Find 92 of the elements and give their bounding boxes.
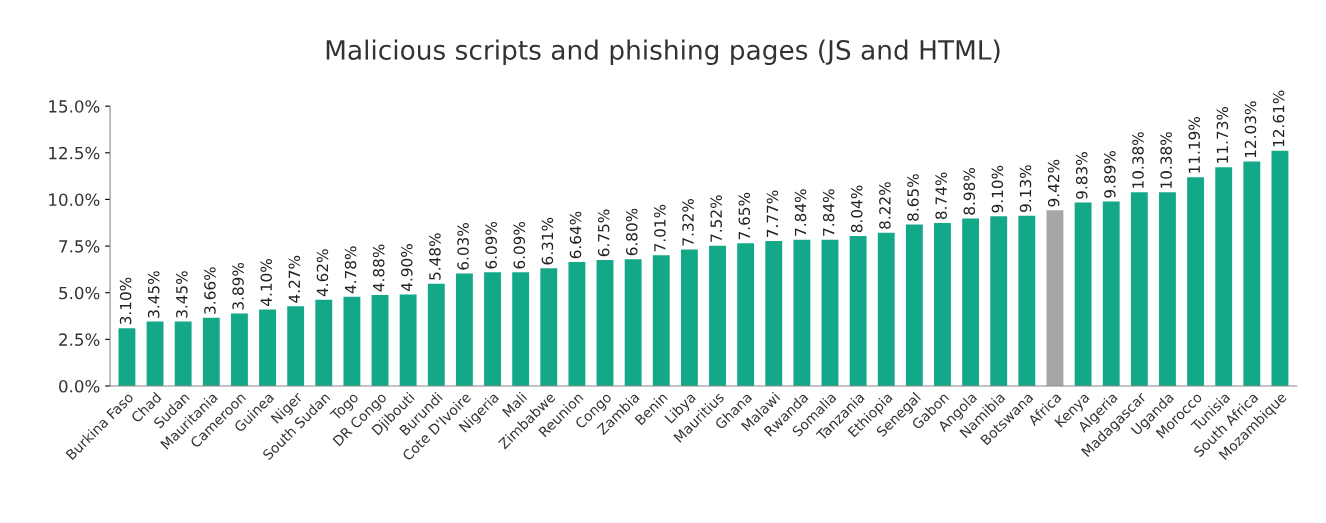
bar xyxy=(709,245,726,386)
data-label: 7.84% xyxy=(822,189,835,236)
bar xyxy=(990,216,1008,386)
bar xyxy=(905,224,923,386)
bar xyxy=(371,294,389,386)
y-tick-label: 2.5% xyxy=(59,333,100,346)
data-label: 12.03% xyxy=(1244,101,1257,158)
bar xyxy=(343,296,361,386)
data-label: 3.66% xyxy=(204,267,216,314)
data-label: 6.31% xyxy=(541,217,554,265)
data-label: 7.32% xyxy=(682,198,694,246)
data-label: 6.80% xyxy=(626,208,638,256)
bar xyxy=(624,259,642,386)
data-label: 10.38% xyxy=(1160,132,1172,188)
data-label: 4.27% xyxy=(288,255,301,303)
bar xyxy=(962,218,980,386)
data-label: 8.65% xyxy=(907,174,919,221)
bar xyxy=(1215,167,1233,386)
bar xyxy=(596,260,614,386)
data-label: 6.75% xyxy=(597,209,610,257)
data-label: 3.45% xyxy=(147,271,160,318)
bar xyxy=(1018,215,1036,386)
data-label: 6.09% xyxy=(513,221,526,269)
data-label: 9.89% xyxy=(1104,151,1116,198)
bar xyxy=(1159,192,1176,386)
bar xyxy=(174,321,192,386)
data-label: 6.03% xyxy=(457,223,469,270)
data-label: 8.22% xyxy=(879,182,891,229)
bar xyxy=(455,273,473,386)
data-label: 7.84% xyxy=(794,189,807,236)
data-label: 5.48% xyxy=(429,233,441,280)
data-label: 7.01% xyxy=(654,204,666,252)
data-label: 11.19% xyxy=(1188,117,1201,173)
bar xyxy=(118,328,136,386)
bar xyxy=(146,321,164,386)
bar xyxy=(1074,202,1092,386)
bar xyxy=(680,249,698,386)
y-tick-label: 10.0% xyxy=(49,193,100,207)
bar xyxy=(934,222,951,386)
bar xyxy=(737,243,755,386)
data-label: 4.62% xyxy=(316,249,329,297)
data-label: 7.52% xyxy=(710,195,722,242)
y-tick-label: 15.0% xyxy=(49,100,100,113)
data-label: 9.10% xyxy=(991,165,1004,213)
bar xyxy=(287,306,305,386)
bar xyxy=(765,241,783,386)
bar xyxy=(568,262,586,386)
data-label: 8.74% xyxy=(935,172,947,220)
data-label: 9.13% xyxy=(1019,165,1032,212)
data-label: 8.98% xyxy=(963,167,976,215)
bar xyxy=(1130,192,1148,386)
bar xyxy=(512,272,530,386)
data-label: 4.78% xyxy=(344,246,357,294)
bar xyxy=(652,255,670,386)
data-label: 4.88% xyxy=(372,244,385,292)
bar xyxy=(484,272,501,386)
bar xyxy=(1046,210,1064,386)
bar xyxy=(1243,161,1261,386)
y-tick-label: 7.5% xyxy=(59,240,100,253)
data-label: 12.61% xyxy=(1272,90,1285,147)
bar xyxy=(540,268,558,386)
data-label: 4.90% xyxy=(401,244,413,292)
bar xyxy=(793,239,811,386)
bar xyxy=(427,283,445,386)
data-label: 4.10% xyxy=(260,259,272,306)
bar xyxy=(821,239,839,386)
y-tick-label: 5.0% xyxy=(59,286,100,300)
y-tick-label: 0.0% xyxy=(59,379,100,393)
data-label: 10.38% xyxy=(1132,132,1144,188)
bar xyxy=(259,309,276,386)
data-label: 3.89% xyxy=(232,262,244,310)
data-label: 8.04% xyxy=(850,185,863,233)
data-label: 9.83% xyxy=(1075,152,1088,199)
data-label: 7.65% xyxy=(738,192,751,240)
data-label: 3.10% xyxy=(119,277,132,325)
y-tick-label: 12.5% xyxy=(49,146,100,160)
bar xyxy=(230,313,248,386)
bar xyxy=(877,232,895,386)
bar xyxy=(399,294,417,386)
bar xyxy=(202,317,220,386)
bar xyxy=(315,299,333,386)
bar xyxy=(849,236,867,386)
data-label: 11.73% xyxy=(1216,106,1229,163)
bar xyxy=(1271,150,1289,386)
data-label: 6.09% xyxy=(485,221,497,269)
bar xyxy=(1102,201,1120,386)
data-label: 3.45% xyxy=(176,271,188,318)
bar xyxy=(1187,177,1205,386)
data-label: 9.42% xyxy=(1047,159,1060,207)
data-label: 7.77% xyxy=(766,190,779,237)
data-label: 6.64% xyxy=(569,211,582,259)
chart-title: Malicious scripts and phishing pages (JS and HTML) xyxy=(326,39,1000,66)
